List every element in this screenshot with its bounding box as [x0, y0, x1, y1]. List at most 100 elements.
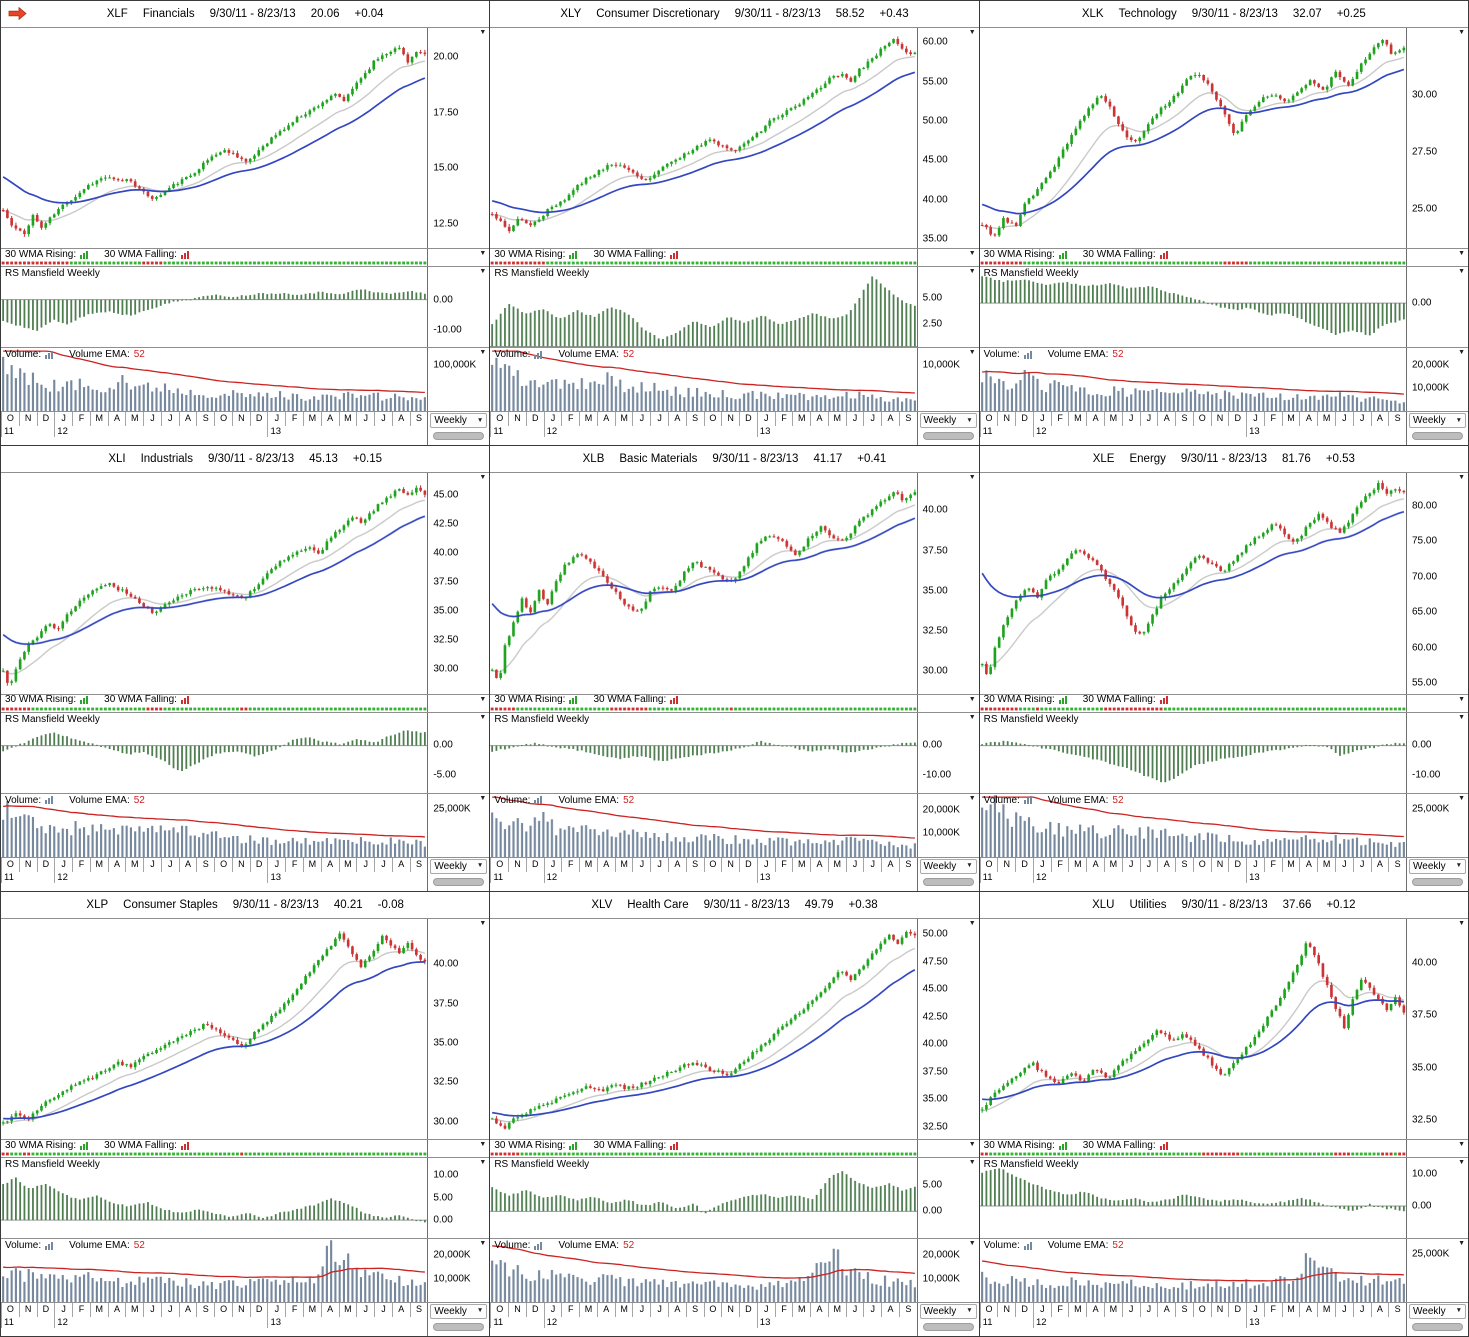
volume-chart[interactable]	[979, 1239, 1406, 1302]
price-chart[interactable]	[490, 918, 917, 1139]
volume-chart[interactable]	[490, 793, 917, 857]
price-chart[interactable]	[1, 473, 428, 694]
price-pane-caret-icon[interactable]: ▼	[1458, 29, 1465, 36]
month-label: J	[1032, 1303, 1051, 1317]
price-chart[interactable]	[979, 28, 1406, 249]
wma-strip-caret-icon[interactable]: ▼	[1458, 1141, 1465, 1148]
price-chart[interactable]	[490, 473, 917, 694]
volume-pane-caret-icon[interactable]: ▼	[968, 1240, 976, 1247]
timeframe-dropdown[interactable]: Weekly ▼	[1409, 858, 1466, 874]
rs-pane-caret-icon[interactable]: ▼	[1458, 1159, 1465, 1166]
rs-pane-caret-icon[interactable]: ▼	[968, 268, 976, 276]
rs-mansfield-chart[interactable]	[490, 712, 917, 793]
horizontal-scrollbar-thumb[interactable]	[1412, 877, 1463, 886]
rs-pane-caret-icon[interactable]: ▼	[968, 713, 976, 721]
price-chart[interactable]	[979, 473, 1406, 694]
rs-mansfield-chart[interactable]	[979, 712, 1406, 793]
volume-chart[interactable]	[979, 793, 1406, 857]
price-pane-caret-icon[interactable]: ▼	[968, 474, 976, 482]
volume-pane-caret-icon[interactable]: ▼	[479, 794, 487, 802]
timeframe-dropdown[interactable]: Weekly ▼	[919, 858, 977, 874]
rs-pane-caret-icon[interactable]: ▼	[1458, 268, 1465, 276]
rs-pane-caret-icon[interactable]: ▼	[479, 713, 487, 721]
price-pane-caret-icon[interactable]: ▼	[968, 919, 976, 927]
wma-strip-caret-icon[interactable]: ▼	[1458, 250, 1465, 258]
volume-axis-gutter: ▼ 20,000K 10,000K	[917, 793, 979, 857]
month-label: N	[508, 1303, 526, 1317]
horizontal-scrollbar-thumb[interactable]	[433, 877, 485, 886]
horizontal-scrollbar-thumb[interactable]	[922, 432, 974, 441]
timeframe-dropdown[interactable]: Weekly ▼	[430, 413, 488, 429]
timeframe-dropdown[interactable]: Weekly ▼	[919, 413, 977, 429]
dropdown-caret-icon: ▼	[1455, 1307, 1462, 1315]
month-label: M	[1104, 412, 1122, 427]
price-chart[interactable]	[979, 918, 1406, 1139]
month-label: N	[1210, 1303, 1229, 1317]
volume-chart[interactable]	[979, 348, 1406, 412]
volume-pane-caret-icon[interactable]: ▼	[1458, 794, 1465, 802]
horizontal-scrollbar-thumb[interactable]	[433, 1323, 485, 1331]
price-pane-caret-icon[interactable]: ▼	[479, 29, 487, 36]
year-label: 13	[267, 1317, 281, 1328]
wma-strip-caret-icon[interactable]: ▼	[968, 695, 976, 703]
volume-chart[interactable]	[1, 1239, 428, 1302]
volume-chart[interactable]	[490, 348, 917, 412]
rs-mansfield-chart[interactable]	[490, 267, 917, 348]
rs-mansfield-chart[interactable]	[1, 1158, 428, 1238]
timeframe-dropdown[interactable]: Weekly ▼	[1409, 413, 1466, 429]
wma-rising-label: 30 WMA Rising:	[983, 694, 1055, 706]
wma-strip-caret-icon[interactable]: ▼	[968, 250, 976, 258]
volume-pane-caret-icon[interactable]: ▼	[1458, 349, 1465, 357]
volume-pane-caret-icon[interactable]: ▼	[479, 1240, 487, 1247]
volume-chart[interactable]	[1, 348, 428, 412]
wma-strip-caret-icon[interactable]: ▼	[479, 695, 487, 703]
rs-mansfield-chart[interactable]	[979, 1158, 1406, 1238]
horizontal-scrollbar-thumb[interactable]	[1412, 432, 1463, 441]
volume-pane-caret-icon[interactable]: ▼	[1458, 1240, 1465, 1247]
rs-axis-gutter: ▼ 0.00 -10.00	[428, 267, 490, 348]
volume-axis-label: 25,000K	[1412, 1248, 1450, 1260]
rs-mansfield-chart[interactable]	[490, 1158, 917, 1238]
rs-mansfield-chart[interactable]	[979, 267, 1406, 348]
price-pane-caret-icon[interactable]: ▼	[479, 919, 487, 927]
timeframe-dropdown[interactable]: Weekly ▼	[430, 1304, 488, 1319]
wma-strip-caret-icon[interactable]: ▼	[968, 1141, 976, 1148]
rs-pane-caret-icon[interactable]: ▼	[479, 1159, 487, 1166]
horizontal-scrollbar-thumb[interactable]	[433, 432, 485, 441]
timeframe-dropdown[interactable]: Weekly ▼	[919, 1304, 977, 1319]
month-label: J	[267, 1303, 285, 1317]
volume-chart[interactable]	[1, 793, 428, 857]
dropdown-caret-icon: ▼	[966, 861, 973, 869]
price-chart[interactable]	[490, 28, 917, 249]
month-label: N	[231, 1303, 250, 1317]
timeframe-dropdown[interactable]: Weekly ▼	[430, 858, 488, 874]
wma-strip-caret-icon[interactable]: ▼	[479, 1141, 487, 1148]
wma-strip-caret-icon[interactable]: ▼	[479, 250, 487, 258]
volume-label: Volume:	[494, 1240, 531, 1251]
price-pane-caret-icon[interactable]: ▼	[1458, 919, 1465, 927]
horizontal-scrollbar-thumb[interactable]	[922, 877, 974, 886]
price-pane-caret-icon[interactable]: ▼	[479, 474, 487, 482]
volume-chart[interactable]	[490, 1239, 917, 1302]
price-chart[interactable]	[1, 918, 428, 1139]
volume-axis-label: 20,000K	[433, 1249, 471, 1261]
wma-strip-caret-icon[interactable]: ▼	[1458, 695, 1465, 703]
price-pane-caret-icon[interactable]: ▼	[968, 29, 976, 36]
volume-pane-caret-icon[interactable]: ▼	[968, 794, 976, 802]
sector-chart-panel: XLB Basic Materials 9/30/11 - 8/23/13 41…	[490, 446, 979, 891]
timeframe-dropdown[interactable]: Weekly ▼	[1409, 1304, 1466, 1319]
rs-mansfield-chart[interactable]	[1, 712, 428, 793]
rs-pane-caret-icon[interactable]: ▼	[968, 1159, 976, 1166]
volume-pane-caret-icon[interactable]: ▼	[479, 349, 487, 357]
price-pane-caret-icon[interactable]: ▼	[1458, 474, 1465, 482]
price-chart[interactable]	[1, 28, 428, 249]
volume-label: Volume:	[983, 794, 1020, 806]
volume-pane-caret-icon[interactable]: ▼	[968, 349, 976, 357]
rs-pane-caret-icon[interactable]: ▼	[1458, 713, 1465, 721]
rs-mansfield-chart[interactable]	[1, 267, 428, 348]
horizontal-scrollbar-thumb[interactable]	[922, 1323, 974, 1331]
rs-pane-caret-icon[interactable]: ▼	[479, 268, 487, 276]
horizontal-scrollbar-thumb[interactable]	[1412, 1323, 1463, 1331]
month-label: A	[1086, 1303, 1104, 1317]
year-axis: 11 12 13	[1, 1317, 427, 1336]
